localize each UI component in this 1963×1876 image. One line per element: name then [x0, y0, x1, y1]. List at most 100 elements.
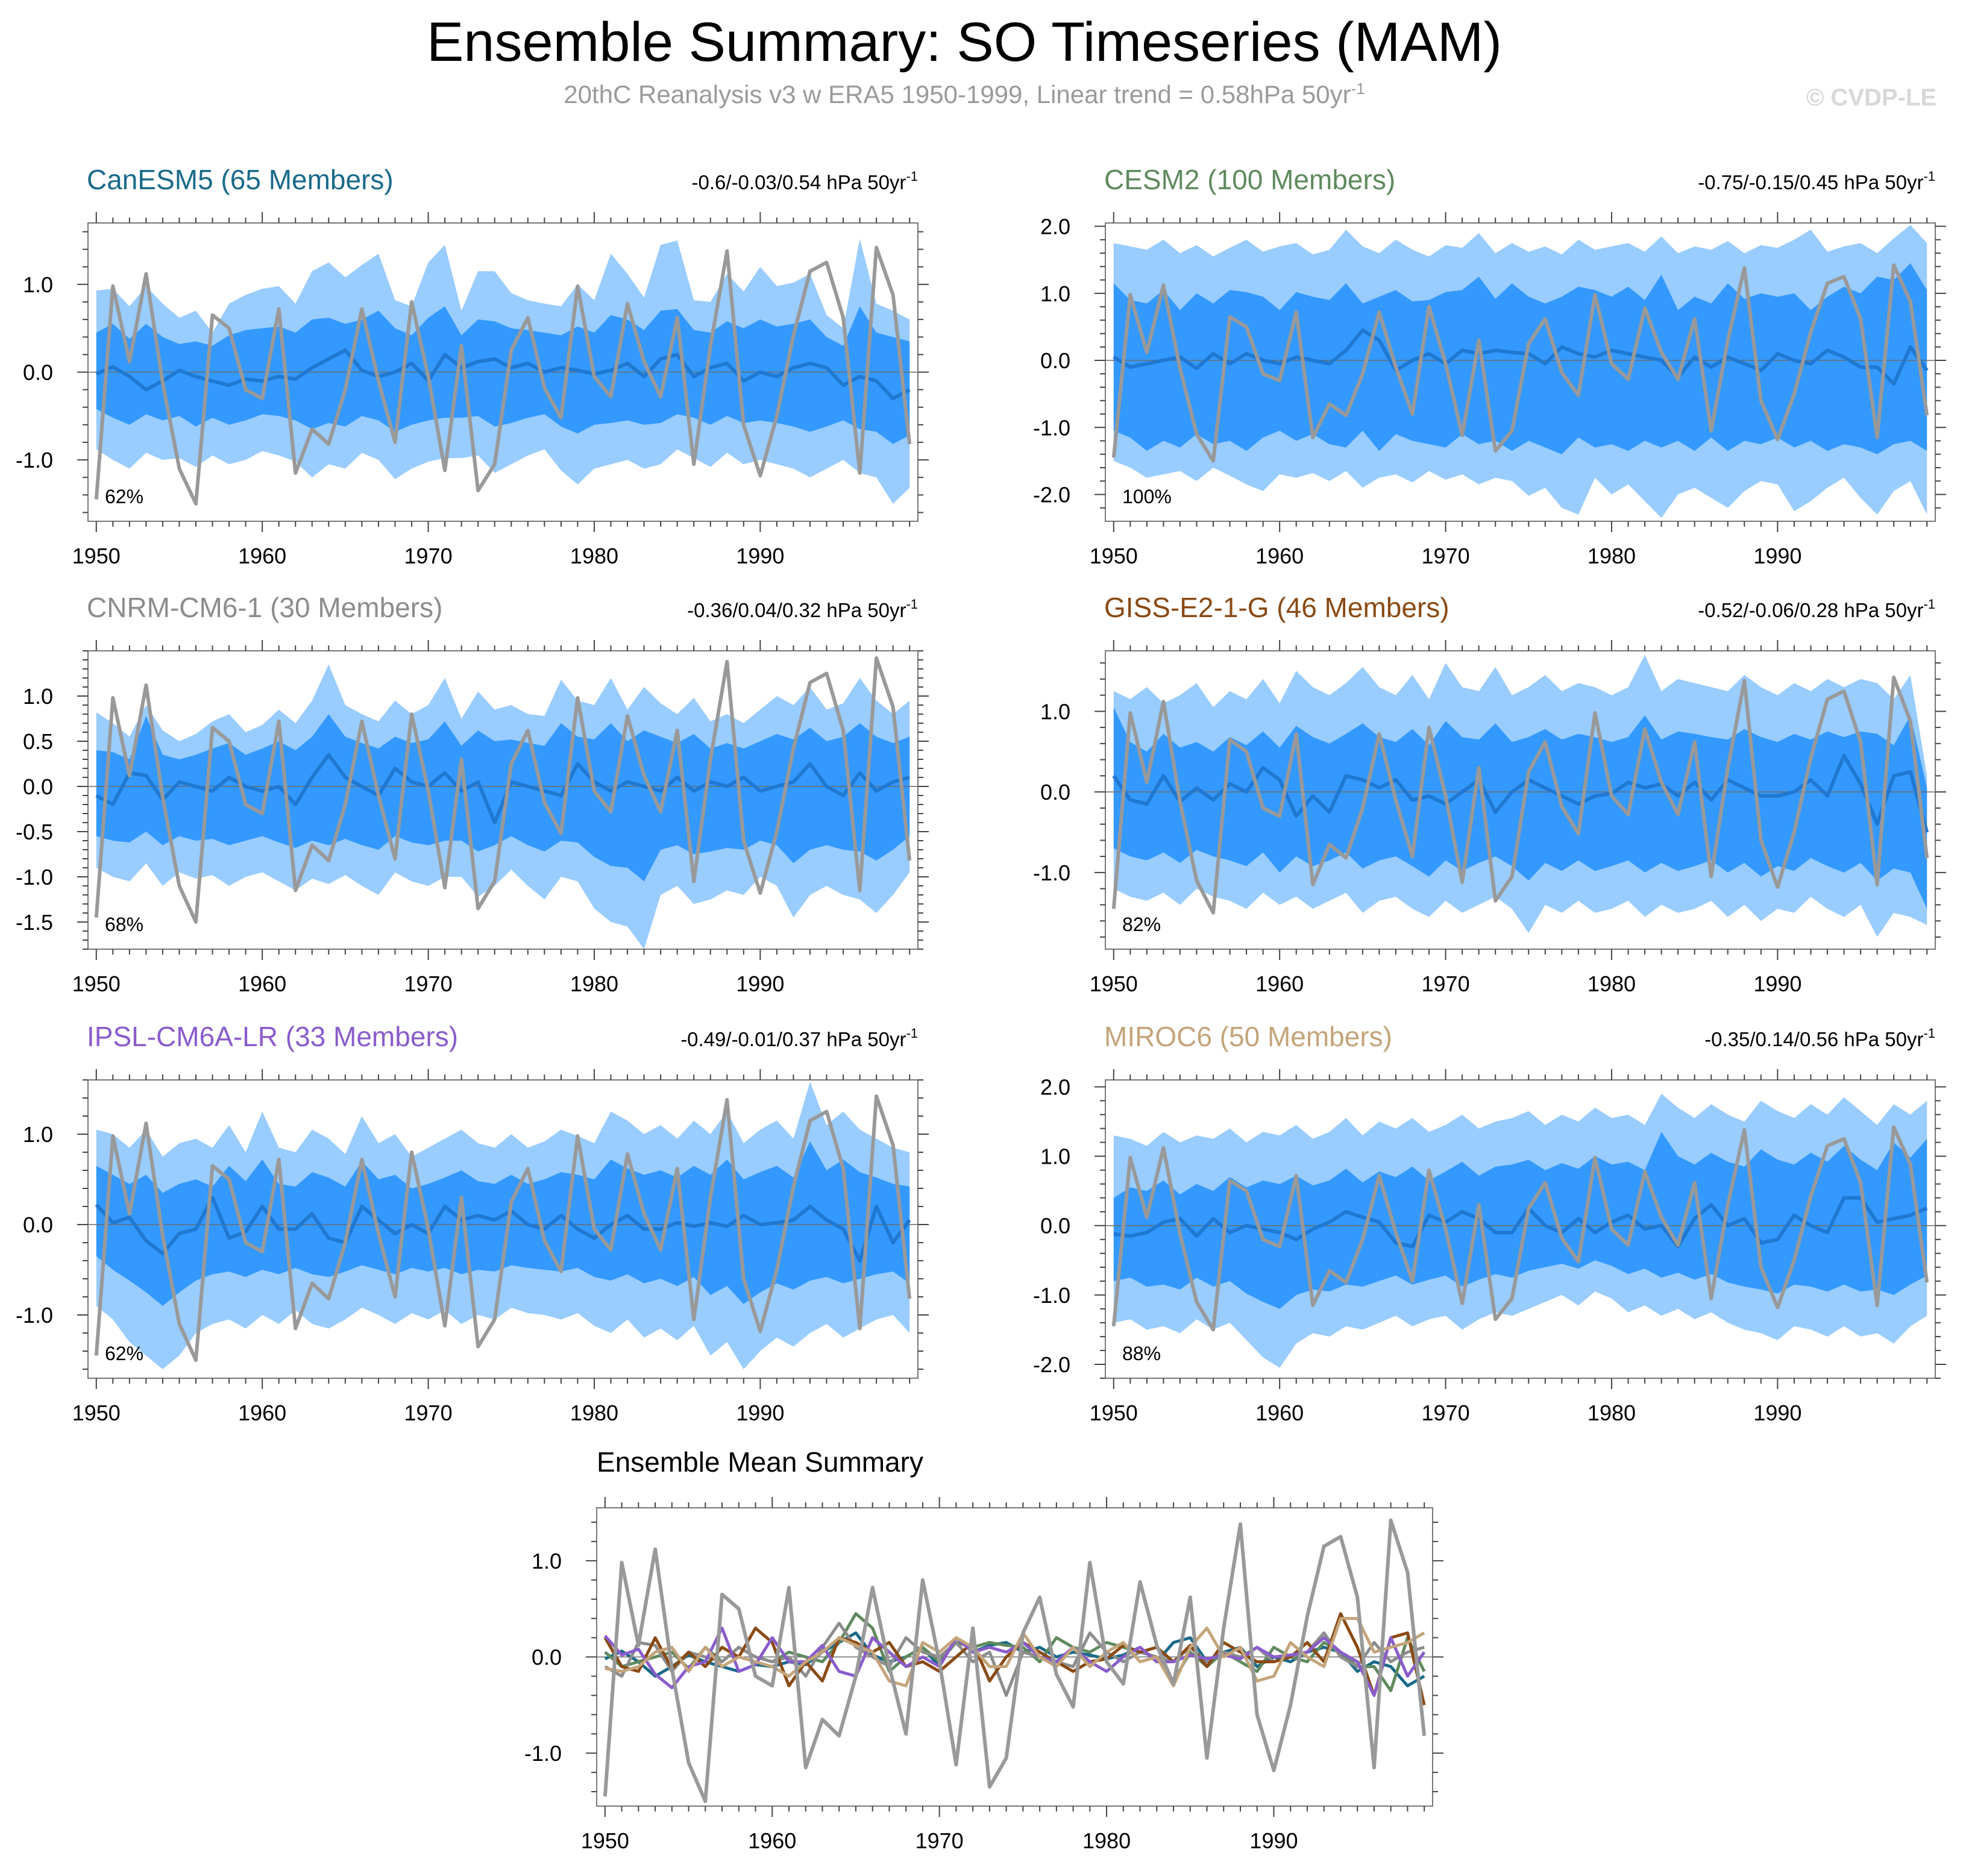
x-tick-label: 1960 — [238, 1401, 286, 1425]
trend-label: -0.52/-0.06/0.28 hPa 50yr-1 — [1698, 597, 1935, 621]
panel-title: CanESM5 (65 Members) — [87, 164, 394, 195]
y-tick-label: -1.0 — [16, 448, 53, 472]
x-tick-label: 1970 — [1422, 971, 1470, 996]
x-tick-label: 1990 — [1249, 1828, 1298, 1853]
observed-line — [94, 1094, 912, 1362]
y-tick-label: -2.0 — [1033, 1352, 1070, 1377]
x-tick-label: 1990 — [736, 1401, 784, 1425]
trend-label: -0.75/-0.15/0.45 hPa 50yr-1 — [1698, 169, 1935, 193]
y-tick-label: 1.0 — [23, 272, 53, 297]
y-tick-label: -1.0 — [1033, 415, 1070, 440]
series-line-miroc6 — [605, 1617, 1425, 1687]
x-tick-label: 1950 — [1090, 971, 1138, 996]
plot-frame — [1105, 650, 1936, 950]
y-tick-label: 0.0 — [1040, 348, 1070, 373]
x-tick-label: 1960 — [1255, 544, 1304, 568]
plot-frame — [1105, 222, 1936, 522]
y-tick-label: 0.0 — [1040, 1214, 1070, 1238]
y-tick-label: 0.0 — [532, 1645, 562, 1670]
y-tick-label: 1.0 — [23, 1122, 53, 1147]
panel-title: GISS-E2-1-G (46 Members) — [1104, 592, 1449, 623]
y-tick-label: 2.0 — [1040, 215, 1070, 239]
trend-text: -0.6/-0.03/0.54 hPa 50yr — [692, 171, 906, 193]
trend-text: -0.75/-0.15/0.45 hPa 50yr — [1698, 171, 1923, 193]
x-tick-label: 1980 — [570, 971, 618, 996]
x-tick-label: 1950 — [1090, 544, 1138, 568]
ensemble-mean-line — [1113, 1196, 1928, 1249]
y-tick-label: 1.0 — [1040, 1144, 1070, 1169]
chart-panel: 1950 1960 1970 1980 1990 2.0 1.0 0.0 -1.0 -2.0 CES… — [1033, 164, 1946, 568]
x-tick-label: 1950 — [1090, 1401, 1138, 1425]
y-tick-label: -1.0 — [16, 865, 53, 889]
x-tick-label: 1960 — [748, 1828, 796, 1853]
inner-spread-band — [1113, 707, 1927, 909]
x-tick-label: 1980 — [570, 1401, 618, 1425]
inner-spread-band — [96, 1141, 910, 1306]
plot-frame — [1105, 1079, 1936, 1379]
y-tick-label: 0.0 — [1040, 780, 1070, 805]
subtitle-text: 20thC Reanalysis v3 w ERA5 1950-1999, Li… — [564, 80, 1351, 108]
trend-label: -0.49/-0.01/0.37 hPa 50yr-1 — [680, 1026, 918, 1050]
x-tick-label: 1950 — [72, 971, 121, 996]
percent-label: 68% — [105, 914, 143, 935]
x-tick-label: 1990 — [736, 971, 784, 996]
panel-title: Ensemble Mean Summary — [597, 1446, 923, 1478]
x-tick-label: 1980 — [570, 544, 618, 568]
percent-label: 62% — [105, 486, 143, 507]
y-tick-label: 1.0 — [532, 1549, 562, 1573]
ensemble-mean-line — [95, 753, 910, 824]
chart-panel: 1950 1960 1970 1980 1990 1.0 0.0 -1.0 Ensemble M… — [524, 1446, 1443, 1853]
inner-spread-band — [1113, 263, 1927, 454]
trend-exponent: -1 — [1923, 169, 1935, 184]
observed-line — [1111, 1125, 1929, 1332]
x-tick-label: 1970 — [404, 971, 453, 996]
subtitle-exponent: -1 — [1351, 80, 1365, 98]
trend-exponent: -1 — [1923, 597, 1935, 612]
percent-label: 100% — [1122, 486, 1172, 507]
y-tick-label: -1.0 — [524, 1741, 562, 1766]
observed-line — [94, 656, 912, 924]
observed-line — [1111, 676, 1929, 915]
x-tick-label: 1990 — [736, 544, 784, 568]
y-tick-label: -1.5 — [16, 910, 53, 935]
y-tick-label: -1.0 — [1033, 1283, 1070, 1308]
x-tick-label: 1960 — [1255, 1401, 1304, 1425]
trend-label: -0.6/-0.03/0.54 hPa 50yr-1 — [692, 169, 918, 193]
panel-title: CNRM-CM6-1 (30 Members) — [87, 592, 442, 623]
panel-title: MIROC6 (50 Members) — [1104, 1021, 1392, 1052]
y-tick-label: 1.0 — [1040, 281, 1070, 306]
trend-exponent: -1 — [906, 1026, 918, 1041]
chart-panel: 1950 1960 1970 1980 1990 1.0 0.0 -1.0 IPSL-CM6A-… — [16, 1021, 929, 1425]
ensemble-mean-line — [95, 1196, 911, 1263]
y-tick-label: -1.0 — [1033, 861, 1070, 885]
x-tick-label: 1950 — [72, 1401, 121, 1425]
panel-title: CESM2 (100 Members) — [1104, 164, 1395, 195]
watermark: © CVDP-LE — [1806, 84, 1936, 111]
x-tick-label: 1970 — [404, 544, 453, 568]
x-tick-label: 1970 — [916, 1828, 964, 1853]
x-tick-label: 1990 — [1753, 1401, 1801, 1425]
y-tick-label: 1.0 — [1040, 699, 1070, 724]
trend-text: -0.52/-0.06/0.28 hPa 50yr — [1698, 599, 1923, 621]
plot-frame — [87, 650, 919, 950]
observed-line — [1111, 263, 1929, 463]
y-tick-label: 1.0 — [23, 684, 53, 709]
plot-frame — [87, 1079, 919, 1379]
y-tick-label: 0.5 — [23, 729, 53, 754]
y-tick-label: -1.0 — [16, 1303, 53, 1328]
y-tick-label: 2.0 — [1040, 1075, 1070, 1100]
trend-text: -0.36/0.04/0.32 hPa 50yr — [687, 599, 906, 621]
chart-panel: 1950 1960 1970 1980 1990 1.0 0.5 0.0 -0.5 -1.0 -1.… — [16, 592, 929, 996]
observed-line — [94, 245, 912, 506]
x-tick-label: 1960 — [1255, 971, 1304, 996]
x-tick-label: 1970 — [1422, 1401, 1470, 1425]
percent-label: 62% — [105, 1343, 143, 1364]
trend-exponent: -1 — [1923, 1026, 1935, 1041]
trend-text: -0.35/0.14/0.56 hPa 50yr — [1704, 1028, 1923, 1050]
x-tick-label: 1950 — [581, 1828, 629, 1853]
chart-panel: 1950 1960 1970 1980 1990 2.0 1.0 0.0 -1.0 -2.0 MIR… — [1033, 1021, 1946, 1425]
trend-exponent: -1 — [906, 169, 918, 184]
percent-label: 88% — [1122, 1343, 1161, 1364]
figure-title: Ensemble Summary: SO Timeseries (MAM) — [426, 11, 1503, 73]
x-tick-label: 1950 — [72, 544, 121, 568]
